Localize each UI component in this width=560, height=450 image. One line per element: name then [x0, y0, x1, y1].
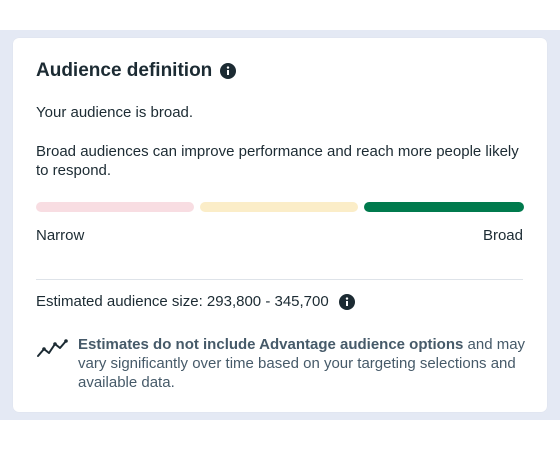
estimate-note: Estimates do not include Advantage audie…	[36, 335, 528, 392]
trend-line-icon	[37, 339, 68, 357]
divider	[36, 279, 523, 280]
note-bold-text: Estimates do not include Advantage audie…	[78, 336, 464, 353]
info-icon[interactable]	[338, 293, 355, 310]
panel-title: Audience definition	[36, 60, 213, 81]
estimated-audience-size: Estimated audience size: 293,800 - 345,7…	[36, 293, 329, 310]
meter-segment-broad	[364, 202, 524, 212]
note-rest-text: and may vary significantly over time bas…	[78, 336, 526, 391]
audience-status: Your audience is broad.	[36, 104, 194, 121]
meter-label-broad: Broad	[482, 227, 523, 244]
note-text: Estimates do not include Advantage audie…	[78, 335, 528, 392]
meter-label-narrow: Narrow	[36, 227, 85, 244]
audience-description: Broad audiences can improve performance …	[36, 143, 519, 179]
title-row: Audience definition	[36, 60, 237, 82]
meter-segment-mid	[200, 202, 358, 212]
info-icon[interactable]	[220, 63, 237, 79]
audience-definition-card: Audience definition Your audience is bro…	[13, 38, 547, 412]
audience-breadth-meter	[36, 202, 524, 212]
meter-segment-narrow	[36, 202, 194, 212]
estimated-size-row: Estimated audience size: 293,800 - 345,7…	[36, 293, 355, 310]
